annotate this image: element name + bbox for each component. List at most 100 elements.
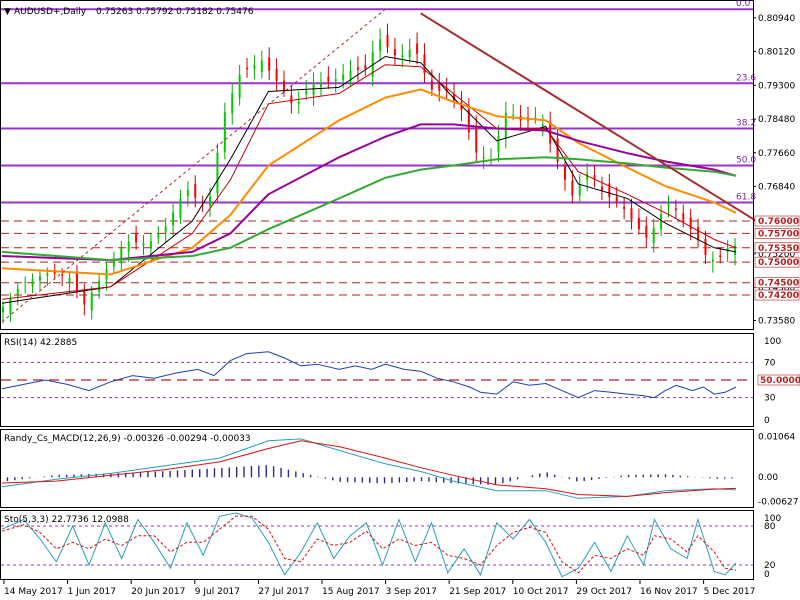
candle-body: [630, 208, 633, 220]
fibo-label-1: 23.6: [736, 73, 756, 83]
candle-body: [637, 217, 640, 230]
candle-body: [194, 184, 197, 198]
x-tick-label: 10 Oct 2017: [513, 587, 569, 597]
x-tick-label: 27 Jul 2017: [258, 587, 309, 597]
stoch-tick-label: 100: [764, 514, 781, 524]
candle-body: [186, 190, 189, 196]
fibo-label-2: 38.2: [736, 118, 756, 128]
stoch-k-line: [1, 512, 737, 578]
candle-body: [615, 196, 618, 202]
candle-body: [201, 204, 204, 206]
ohlc-label: 0.75263 0.75792 0.75182 0.75476: [96, 7, 254, 17]
candle-body: [179, 198, 182, 219]
candle-body: [578, 184, 581, 196]
rsi-tick-label: 70: [764, 358, 776, 368]
price-tick-label: 0.73580: [758, 317, 795, 327]
candle-body: [216, 152, 219, 194]
candle-body: [674, 208, 677, 211]
rsi-level-label: 50.0000: [760, 376, 800, 386]
rsi-tick-label: 30: [764, 394, 776, 404]
candle-body: [734, 245, 737, 255]
candle-body: [430, 80, 433, 90]
candle-body: [704, 239, 707, 256]
x-tick-label: 21 Sep 2017: [449, 587, 506, 597]
trendline-1: [420, 12, 759, 223]
candle-body: [275, 68, 278, 81]
candle-body: [135, 233, 138, 243]
rsi-panel: 70 30 100 0 50.0000: [1, 337, 800, 426]
dropdown-arrow-icon[interactable]: ▼: [4, 7, 11, 17]
candle-body: [75, 271, 78, 293]
candle-body: [482, 157, 485, 159]
candle-body: [268, 57, 271, 71]
x-axis: 14 May 2017 1 Jun 2017 20 Jun 2017 9 Jul 20…: [3, 580, 756, 597]
price-tick-label: 0.76840: [758, 182, 795, 192]
moving-average-2: [1, 88, 737, 276]
price-tick-label: 0.77660: [758, 149, 795, 159]
x-tick-label: 5 Dec 2017: [704, 587, 756, 597]
candle-body: [260, 60, 263, 73]
candle-body: [475, 126, 478, 153]
candle-body: [223, 111, 226, 152]
candle-body: [453, 94, 456, 101]
x-tick-label: 3 Sep 2017: [386, 587, 437, 597]
candle-body: [408, 49, 411, 58]
x-tick-label: 29 Oct 2017: [576, 587, 632, 597]
moving-average-4: [1, 156, 737, 262]
candle-body: [90, 292, 93, 311]
candle-body: [164, 226, 167, 233]
candle-body: [253, 64, 256, 69]
stoch-tick-label: 0: [764, 570, 770, 580]
candle-body: [504, 112, 507, 138]
level-axis-label-5: 0.74200: [758, 291, 799, 301]
x-tick-label: 15 Aug 2017: [322, 587, 380, 597]
candle-body: [667, 204, 670, 207]
candle-body: [61, 274, 64, 276]
macd-main-line: [1, 438, 737, 499]
candle-body: [2, 306, 4, 313]
candle-body: [571, 180, 574, 196]
price-tick-label: 0.80120: [758, 48, 795, 58]
level-axis-box-3: [754, 256, 800, 268]
price-tick-label: 0.78480: [758, 115, 795, 125]
candle-body: [556, 138, 559, 162]
macd-tick-label: 0.01064: [758, 432, 795, 442]
macd-label: Randy_Cs_MACD(12,26,9) -0.00326 -0.00294…: [4, 434, 251, 444]
candle-body: [68, 277, 71, 283]
candle-body: [246, 67, 249, 70]
candle-body: [127, 241, 130, 252]
level-axis-box-0: [754, 215, 800, 227]
candle-body: [697, 227, 700, 240]
x-tick-label: 16 Nov 2017: [640, 587, 698, 597]
candle-body: [31, 279, 34, 287]
level-axis-label-0: 0.76000: [758, 217, 799, 227]
candle-body: [16, 288, 19, 297]
macd-panel: 0.01064 0.00 -0.00627: [1, 432, 798, 507]
candle-body: [290, 95, 293, 103]
candle-body: [282, 80, 285, 92]
price-tick-label: 0.75200: [758, 250, 795, 260]
candle-body: [349, 70, 352, 79]
macd-tick-label: -0.00627: [758, 497, 798, 507]
candle-body: [512, 114, 515, 116]
candle-body: [623, 206, 626, 210]
moving-average-0: [1, 55, 737, 304]
level-axis-label-3: 0.75000: [758, 258, 799, 268]
candle-body: [438, 83, 441, 91]
candle-body: [142, 243, 145, 246]
moving-average-1: [1, 64, 737, 300]
price-tick-label: 0.79300: [758, 81, 795, 91]
candle-body: [711, 259, 714, 262]
rsi-label: RSI(14) 42.2885: [4, 338, 77, 348]
rsi-panel-frame: [0, 333, 754, 427]
level-axis-label-4: 0.74500: [758, 279, 799, 289]
fibo-label-0: 0.0: [736, 0, 751, 9]
candle-body: [120, 248, 123, 264]
candle-body: [98, 280, 101, 292]
candle-body: [319, 82, 322, 87]
candle-body: [541, 124, 544, 126]
candle-body: [157, 234, 160, 239]
macd-tick-label: 0.00: [758, 473, 778, 483]
candle-body: [297, 101, 300, 104]
price-panel: 0.0 23.6 38.2 50.0 61.8 0.80940 0.80120 0.79300…: [1, 0, 800, 327]
